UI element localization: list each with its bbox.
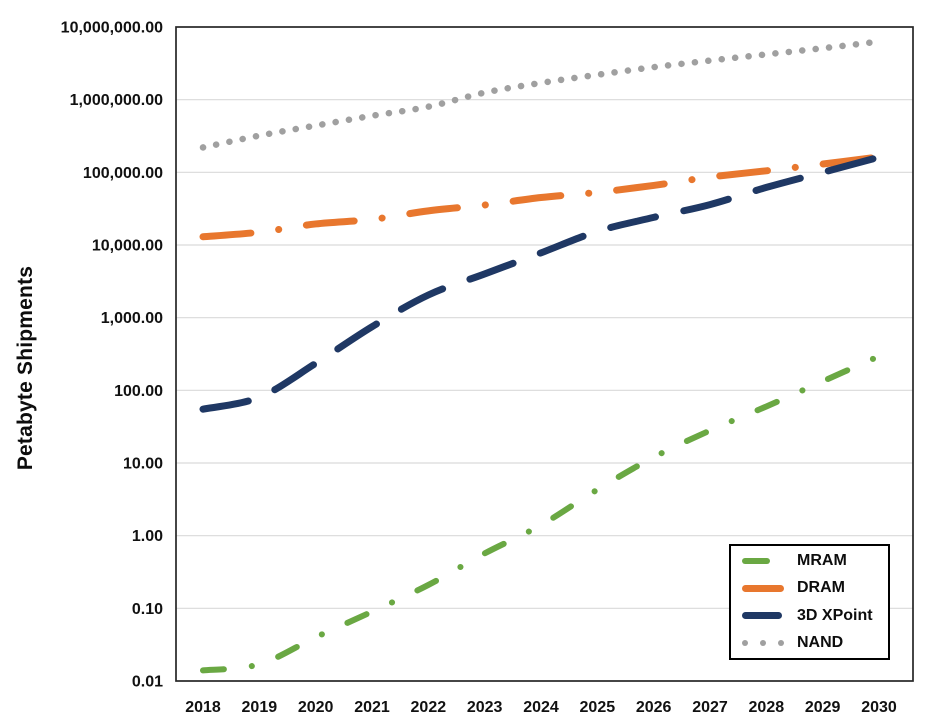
y-tick-label: 100,000.00	[83, 165, 163, 182]
legend-label-3dxpoint: 3D XPoint	[797, 606, 873, 624]
x-tick-label: 2027	[692, 699, 728, 716]
x-tick-label: 2019	[242, 699, 278, 716]
legend-item-3dxpoint: 3D XPoint	[731, 603, 888, 629]
x-tick-label: 2028	[749, 699, 785, 716]
x-tick-label: 2021	[354, 699, 390, 716]
y-tick-label: 0.10	[132, 601, 163, 618]
y-tick-label: 10.00	[123, 456, 163, 473]
legend-item-mram: MRAM	[731, 548, 888, 574]
mram-line-swatch	[742, 557, 790, 564]
y-tick-label: 10,000.00	[92, 238, 163, 255]
y-tick-label: 100.00	[114, 383, 163, 400]
x-tick-label: 2020	[298, 699, 334, 716]
dram-line-swatch	[742, 584, 790, 592]
y-tick-label: 0.01	[132, 674, 163, 691]
x-tick-label: 2022	[411, 699, 447, 716]
y-tick-label: 1,000,000.00	[70, 92, 164, 109]
y-tick-label: 1.00	[132, 528, 163, 545]
legend: MRAM DRAM 3D XPoint NAND	[729, 544, 890, 660]
xpoint-line-swatch	[742, 612, 790, 620]
x-tick-label: 2026	[636, 699, 672, 716]
legend-item-nand: NAND	[731, 630, 888, 656]
x-tick-label: 2025	[580, 699, 616, 716]
legend-label-mram: MRAM	[797, 551, 847, 569]
y-tick-label: 1,000.00	[101, 310, 163, 327]
x-tick-label: 2018	[185, 699, 221, 716]
x-tick-label: 2030	[861, 699, 897, 716]
x-tick-label: 2024	[523, 699, 559, 716]
y-tick-label: 10,000,000.00	[61, 20, 163, 37]
nand-line-swatch	[742, 640, 790, 647]
legend-item-dram: DRAM	[731, 575, 888, 601]
legend-label-nand: NAND	[797, 634, 844, 652]
x-tick-label: 2023	[467, 699, 503, 716]
x-tick-label: 2029	[805, 699, 841, 716]
legend-label-dram: DRAM	[797, 579, 845, 597]
